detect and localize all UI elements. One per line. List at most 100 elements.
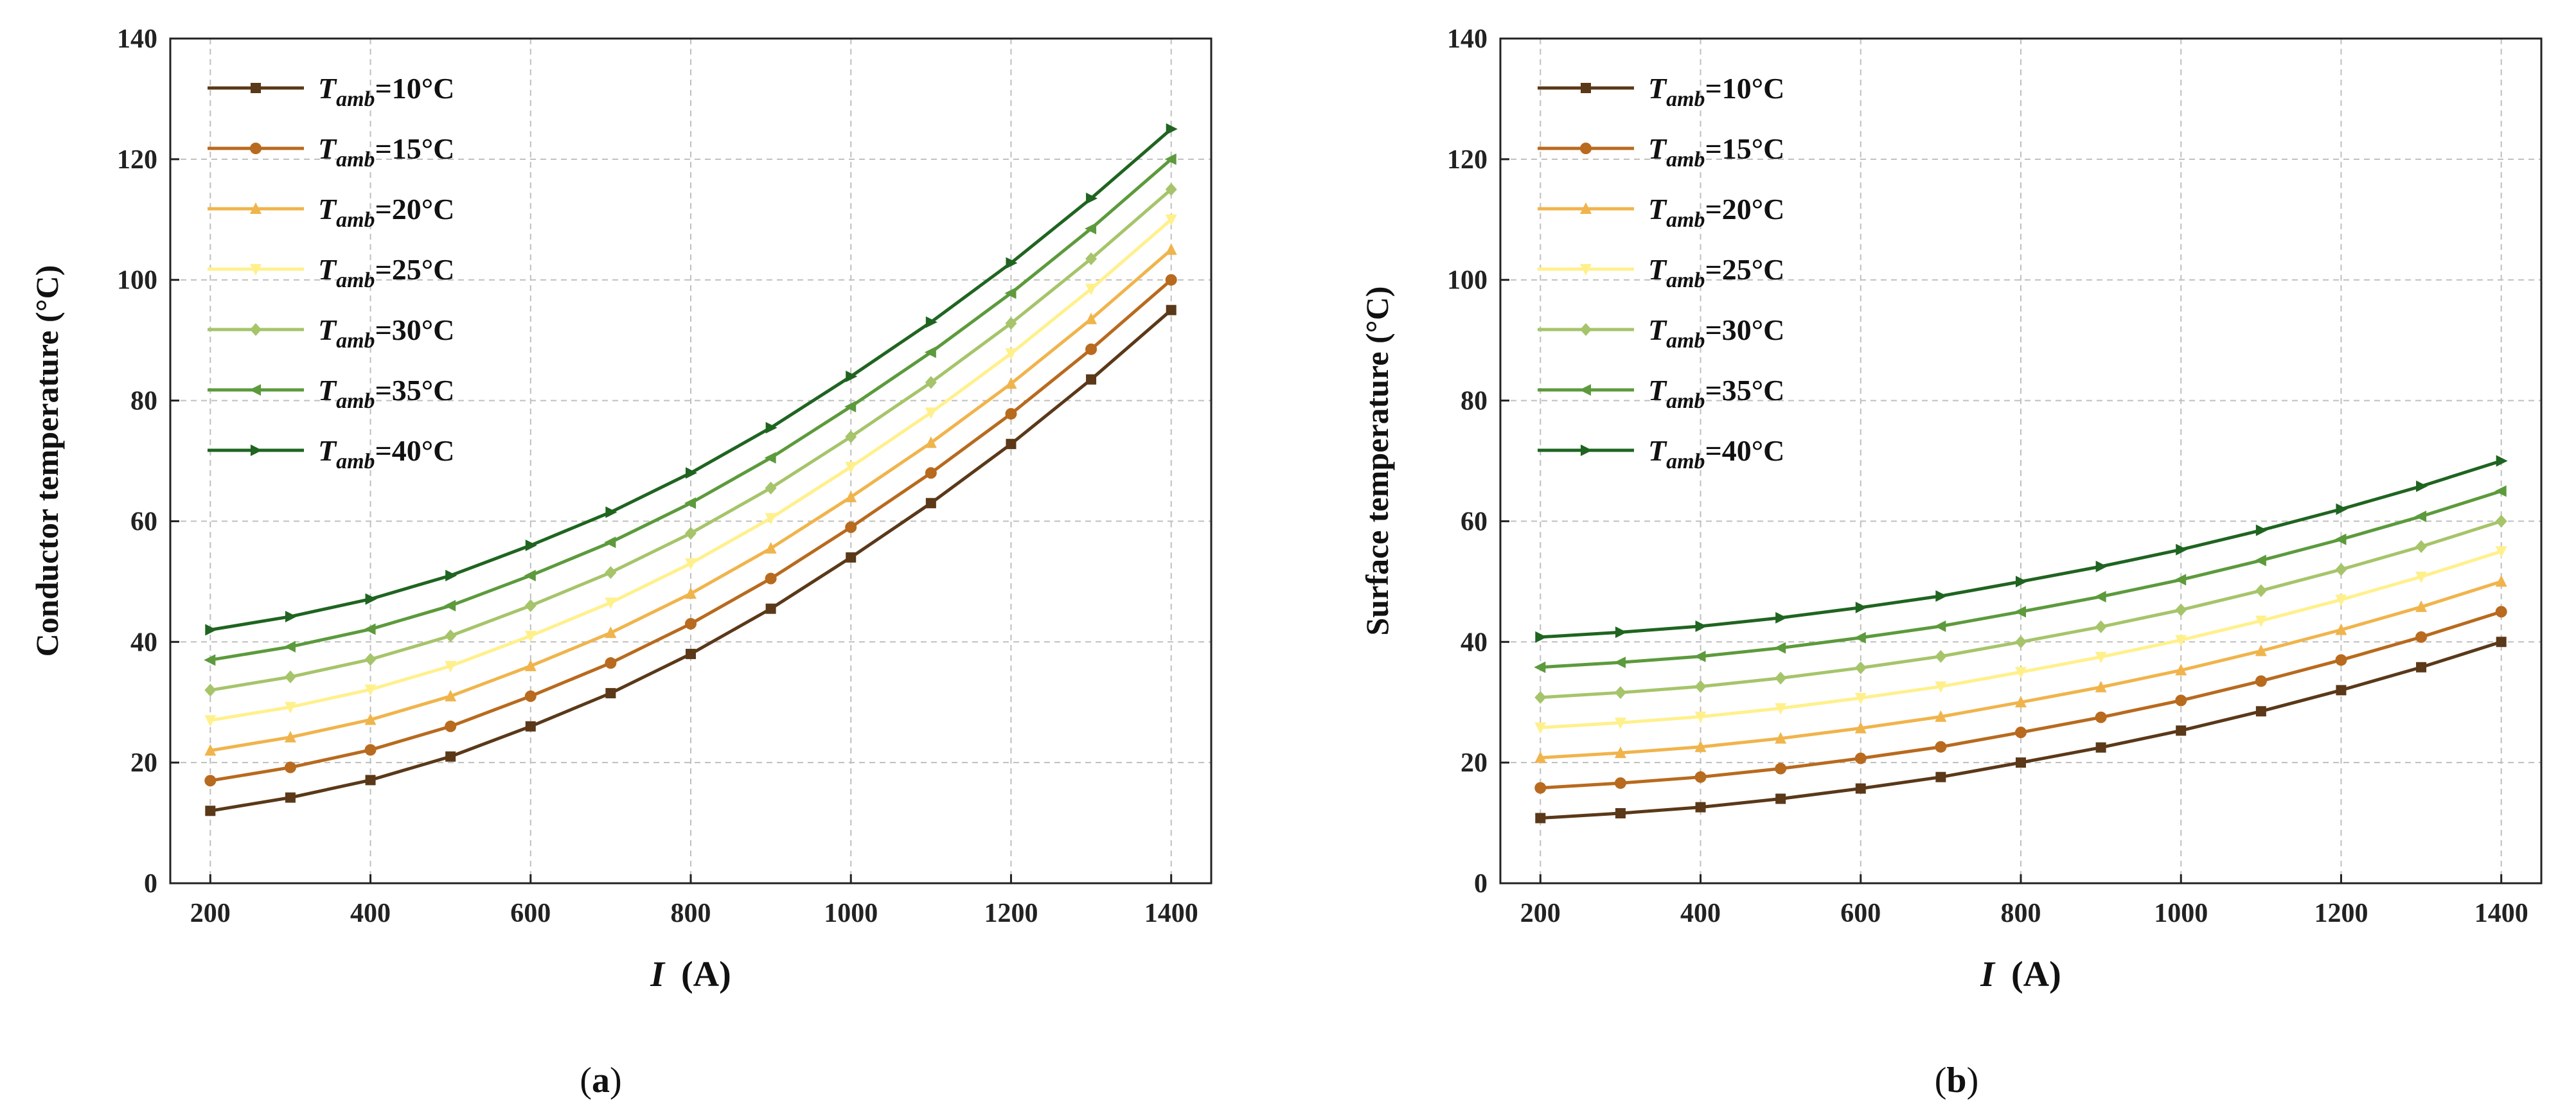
x-axis-label: I (A) [650, 955, 731, 994]
data-point [2255, 706, 2266, 717]
data-point [1854, 721, 1867, 734]
panel-caption-letter: a [592, 1061, 610, 1100]
x-tick-label: 800 [2001, 899, 2041, 928]
data-point [364, 684, 377, 696]
legend-label-subscript: amb [1666, 450, 1705, 473]
data-point [1534, 782, 1547, 794]
data-point [1615, 626, 1627, 639]
data-point [2255, 644, 2267, 656]
legend-label-variable: T [318, 132, 337, 165]
data-point [1774, 642, 1786, 654]
data-point [1615, 808, 1626, 819]
x-tick-label: 1400 [2474, 899, 2528, 928]
legend-label-value: =10°C [1705, 72, 1785, 105]
data-point [685, 587, 697, 599]
data-point [364, 744, 377, 756]
data-point [2495, 546, 2507, 558]
legend-label: Tamb=25°C [1648, 253, 1784, 292]
legend-swatch-marker [1580, 143, 1592, 154]
panel-caption-letter: b [1946, 1061, 1966, 1100]
data-point [2255, 615, 2267, 628]
panel-caption-close: ) [610, 1061, 622, 1100]
legend-label: Tamb=10°C [1648, 72, 1784, 111]
data-point [1775, 793, 1786, 804]
data-point [605, 626, 617, 639]
data-point [925, 376, 937, 389]
data-point [1005, 408, 1017, 420]
data-point [1935, 710, 1947, 722]
legend-label-value: =30°C [1705, 313, 1785, 346]
data-point [605, 657, 617, 669]
data-point [445, 569, 457, 581]
data-point [605, 506, 617, 518]
data-point [605, 688, 616, 699]
data-point [846, 552, 857, 563]
data-point [205, 806, 216, 816]
x-tick-label: 400 [1680, 899, 1721, 928]
legend-swatch-marker [250, 143, 262, 154]
legend-item: Tamb=10°C [1538, 72, 1784, 111]
legend-label-subscript: amb [1666, 389, 1705, 413]
panel-caption: (a) [580, 1061, 621, 1100]
data-point [1854, 692, 1867, 705]
data-point [1935, 649, 1947, 663]
legend-swatch-marker [251, 83, 261, 93]
x-tick-label: 800 [671, 899, 711, 928]
legend-label: Tamb=25°C [318, 253, 454, 292]
data-point [1166, 123, 1178, 135]
data-point [2335, 594, 2347, 606]
data-point [684, 497, 696, 509]
data-point [2175, 603, 2187, 617]
data-point [2015, 727, 2027, 739]
legend-item: Tamb=20°C [1538, 193, 1784, 232]
data-point [1534, 751, 1547, 763]
data-point [604, 536, 616, 549]
data-point [524, 630, 537, 642]
legend-swatch-marker [251, 445, 262, 456]
data-point [925, 498, 936, 509]
data-point [2175, 694, 2187, 707]
data-point [2335, 654, 2347, 666]
data-point [364, 713, 377, 725]
data-point [1775, 612, 1788, 624]
data-point [1694, 711, 1707, 723]
data-point [765, 513, 777, 525]
data-point [365, 775, 376, 786]
data-point [204, 715, 217, 727]
y-tick-label: 100 [117, 266, 157, 295]
data-point [845, 521, 857, 533]
data-point [1935, 741, 1947, 753]
data-point [205, 624, 217, 636]
legend-label-variable: T [1648, 374, 1667, 407]
data-point [524, 659, 537, 671]
data-point [204, 683, 217, 697]
y-tick-label: 120 [1447, 145, 1488, 175]
data-point [1004, 287, 1017, 299]
legend-label: Tamb=35°C [318, 374, 454, 413]
data-point [1006, 257, 1018, 269]
data-point [2095, 620, 2107, 633]
y-tick-label: 20 [130, 748, 157, 778]
legend-swatch-marker [249, 384, 261, 396]
legend-label-subscript: amb [1666, 148, 1705, 172]
x-tick-label: 200 [1520, 899, 1561, 928]
series-25C [1534, 546, 2507, 734]
data-point [445, 629, 457, 642]
data-point [924, 346, 936, 358]
data-point [685, 527, 697, 540]
data-point [1534, 661, 1546, 673]
x-axis-label-unit: (A) [681, 955, 731, 994]
data-point [1614, 718, 1626, 730]
legend-label-variable: T [318, 253, 337, 286]
legend-item: Tamb=40°C [208, 434, 454, 473]
legend-label-variable: T [1648, 193, 1667, 225]
data-point [364, 623, 376, 635]
x-axis-label: I (A) [1980, 955, 2061, 994]
y-tick-label: 80 [130, 387, 157, 416]
legend-label-value: =40°C [375, 434, 455, 467]
data-point [2094, 590, 2106, 603]
legend: Tamb=10°CTamb=15°CTamb=20°CTamb=25°CTamb… [1538, 72, 1784, 473]
legend-label-variable: T [318, 72, 337, 105]
data-point [2015, 635, 2027, 649]
legend-label: Tamb=20°C [1648, 193, 1784, 232]
